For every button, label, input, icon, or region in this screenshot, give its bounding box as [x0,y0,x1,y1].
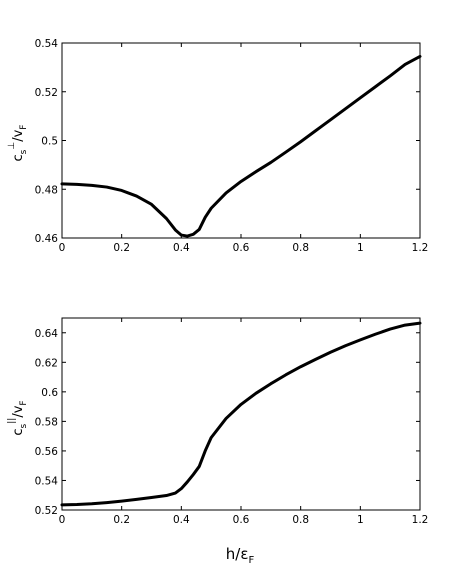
top-plot-frame [61,42,421,239]
top-y-tick-label: 0.52 [35,87,58,99]
top-x-tick-label: 1.2 [412,242,429,254]
svg-text:cs||/vF: cs||/vF [7,400,29,435]
top-x-tick-label: 0.4 [173,242,190,254]
top-x-tick-label: 0.2 [113,242,130,254]
bottom-y-tick-label: 0.58 [35,416,58,428]
top-y-tick-label: 0.5 [41,136,58,148]
bottom-x-tick-label: 1 [357,514,364,526]
top-x-tick-label: 0.8 [292,242,309,254]
top-y-tick-label: 0.46 [35,233,59,245]
bottom-y-tick-label: 0.54 [35,475,59,487]
top-panel: 0 0.2 0.4 0.6 0.8 1 1.2 0.46 0.48 0.5 0.52 0.54 [35,38,429,254]
top-y-tick-label: 0.48 [35,184,58,196]
bottom-series-line [60,321,422,507]
top-x-tick-label: 1 [357,242,364,254]
bottom-y-tick-label: 0.52 [35,505,58,517]
svg-text:cs⊥/vF: cs⊥/vF [7,125,29,162]
bottom-y-tick-label: 0.64 [35,328,59,340]
bottom-y-axis-label: cs||/vF [7,400,29,435]
bottom-x-tick-label: 0.2 [113,514,130,526]
bottom-x-tick-label: 1.2 [412,514,429,526]
bottom-y-tick-label: 0.56 [35,446,59,458]
top-y-axis-label: cs⊥/vF [7,125,29,162]
bottom-x-tick-label: 0.8 [292,514,309,526]
top-y-tick-label: 0.54 [35,38,59,50]
bottom-panel: 0 0.2 0.4 0.6 0.8 1 1.2 0.52 0.54 0.56 0.58 0.6 0.62… [35,317,429,526]
bottom-x-axis-label: h/εF [226,545,255,566]
bottom-y-tick-label: 0.6 [41,387,58,399]
bottom-x-tick-label: 0.6 [233,514,250,526]
bottom-x-tick-label: 0 [59,514,66,526]
top-x-tick-label: 0 [59,242,66,254]
top-x-tick-label: 0.6 [233,242,250,254]
top-series-line [60,54,422,238]
bottom-y-tick-label: 0.62 [35,357,58,369]
bottom-plot-frame [61,317,421,511]
bottom-x-tick-label: 0.4 [173,514,190,526]
